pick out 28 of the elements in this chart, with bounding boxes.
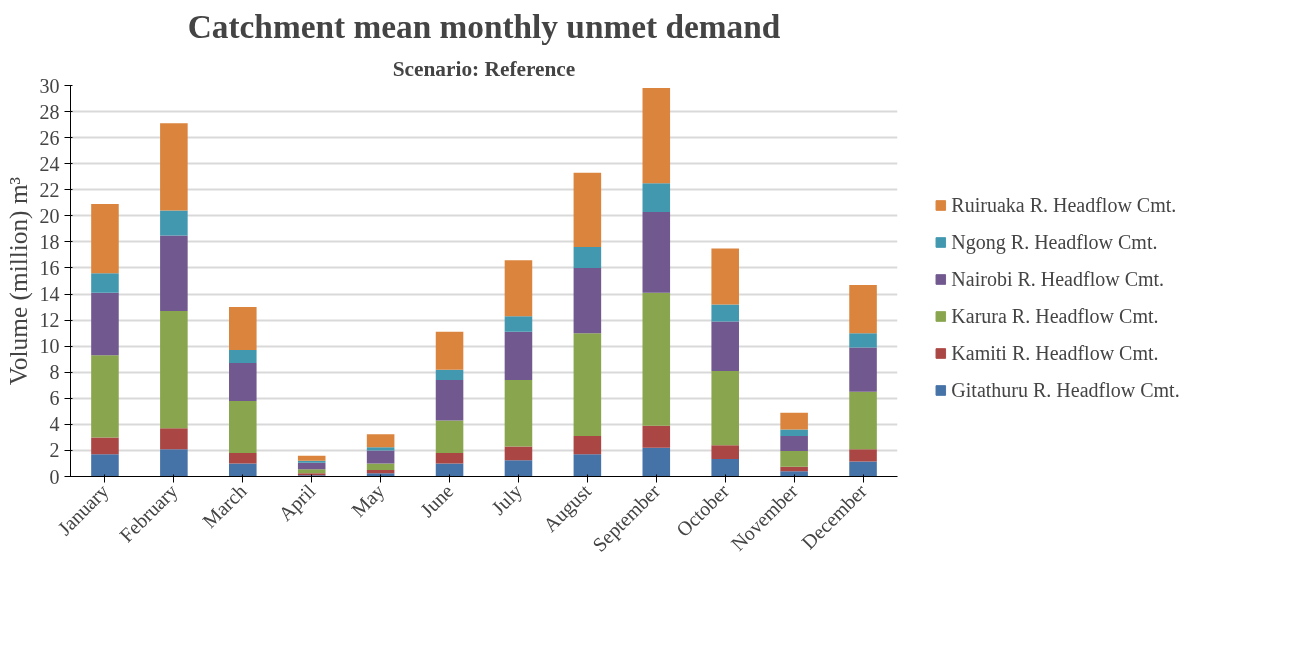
- legend-label: Kamiti R. Headflow Cmt.: [951, 341, 1159, 365]
- y-axis-title: Volume (million) m³: [3, 176, 33, 386]
- y-tick-label: 22: [39, 178, 60, 201]
- y-tick-label: 14: [39, 283, 60, 306]
- chart-title: Catchment mean monthly unmet demand: [187, 7, 781, 45]
- y-tick-label: 30: [39, 74, 60, 97]
- legend-label: Nairobi R. Headflow Cmt.: [951, 267, 1165, 291]
- y-tick-label: 10: [39, 335, 60, 358]
- y-tick-label: 16: [39, 256, 60, 279]
- y-tick-label: 18: [39, 230, 60, 253]
- y-tick-label: 26: [39, 126, 60, 149]
- y-tick-label: 0: [49, 465, 60, 488]
- y-tick-label: 20: [39, 204, 60, 227]
- legend-label: Karura R. Headflow Cmt.: [951, 304, 1159, 328]
- legend-label: Ngong R. Headflow Cmt.: [951, 230, 1158, 254]
- chart-subtitle: Scenario: Reference: [392, 56, 576, 81]
- y-tick-label: 12: [39, 309, 60, 332]
- y-tick-label: 6: [49, 387, 60, 410]
- y-tick-label: 28: [39, 100, 60, 123]
- x-tick-label: June: [415, 479, 458, 522]
- x-tick-label: May: [346, 479, 390, 522]
- y-tick-label: 8: [49, 361, 60, 384]
- legend-label: Ruiruaka R. Headflow Cmt.: [951, 193, 1177, 217]
- legend-label: Gitathuru R. Headflow Cmt.: [951, 378, 1180, 402]
- x-tick-label: July: [487, 479, 527, 520]
- y-tick-label: 4: [49, 413, 60, 436]
- y-tick-label: 24: [39, 152, 60, 175]
- y-tick-label: 2: [49, 439, 60, 462]
